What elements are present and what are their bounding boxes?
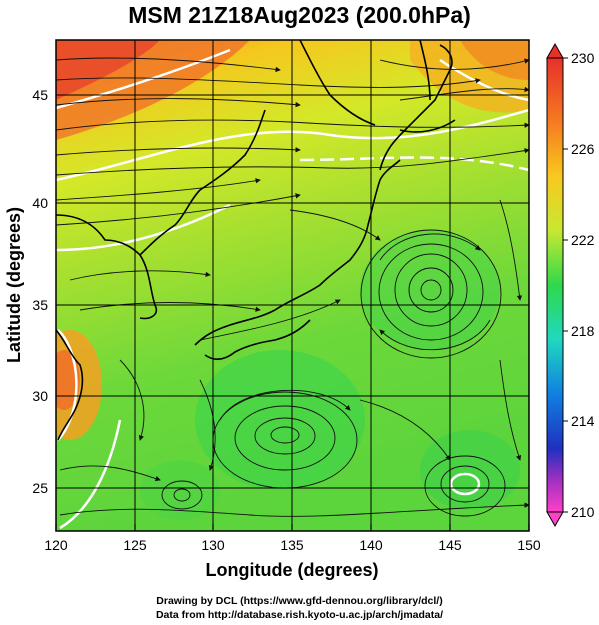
credit-drawing: Drawing by DCL (https://www.gfd-dennou.o… (156, 595, 443, 607)
colorbar-top-arrow (546, 42, 564, 59)
y-axis-label: Latitude (degrees) (4, 207, 24, 363)
isotherm-lines (56, 48, 529, 530)
x-tick-label: 125 (123, 537, 147, 553)
colorbar-label: 226 (571, 141, 595, 157)
y-tick-label: 35 (32, 297, 48, 313)
colorbar-label: 230 (571, 50, 595, 66)
colorbar: 230 226 222 218 214 210 (546, 42, 595, 528)
wind-streamlines (56, 57, 529, 517)
x-tick-marks (55, 524, 530, 531)
y-tick-label: 30 (32, 388, 48, 404)
x-tick-label: 145 (438, 537, 462, 553)
temperature-field (56, 40, 529, 531)
x-tick-label: 130 (201, 537, 225, 553)
y-tick-label: 40 (32, 195, 48, 211)
colorbar-label: 218 (571, 323, 595, 339)
x-tick-label: 140 (359, 537, 383, 553)
credit-data: Data from http://database.rish.kyoto-u.a… (155, 609, 444, 621)
map-title: MSM 21Z18Aug2023 (200.0hPa) (128, 2, 471, 28)
colorbar-scale (546, 57, 564, 513)
coastlines (56, 40, 456, 441)
colorbar-label: 210 (571, 504, 595, 520)
x-tick-label: 120 (44, 537, 68, 553)
x-axis-label: Longitude (degrees) (205, 560, 378, 580)
y-tick-label: 45 (32, 87, 48, 103)
colorbar-bottom-arrow (546, 511, 564, 528)
x-tick-label: 135 (280, 537, 304, 553)
y-tick-labels: 25 30 35 40 45 (32, 87, 48, 496)
x-tick-labels: 120 125 130 135 140 145 150 (44, 537, 541, 553)
colorbar-label: 222 (571, 232, 595, 248)
colorbar-label: 214 (571, 413, 595, 429)
y-tick-label: 25 (32, 480, 48, 496)
x-tick-label: 150 (517, 537, 541, 553)
lat-lon-grid (56, 40, 529, 531)
